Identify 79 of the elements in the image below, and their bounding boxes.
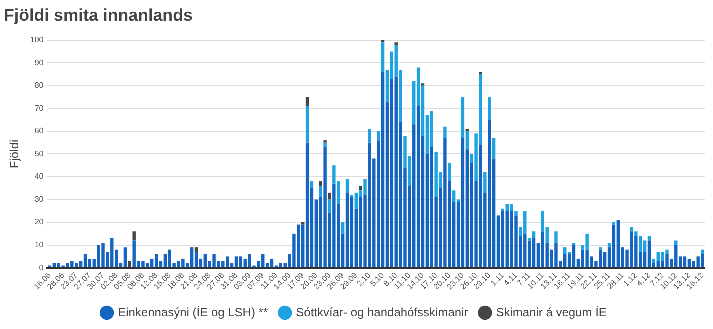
bar <box>376 131 380 141</box>
bar <box>306 142 310 268</box>
bar <box>204 254 208 268</box>
bar <box>306 97 310 106</box>
chart-title: Fjöldi smita innanlands <box>4 6 193 25</box>
bar <box>492 138 496 159</box>
bar <box>648 236 652 241</box>
y-axis-title: Fjöldi <box>8 140 22 169</box>
bar <box>124 248 128 268</box>
bar <box>270 258 274 268</box>
bar <box>164 254 168 268</box>
bar <box>52 264 56 268</box>
bar <box>688 258 692 268</box>
bar <box>328 192 332 200</box>
bar <box>586 234 589 250</box>
bar <box>319 186 322 198</box>
bar <box>683 256 687 268</box>
bar <box>554 232 558 244</box>
bar <box>572 245 576 268</box>
bar <box>648 240 652 268</box>
legend-label: Sóttkvíar- og handahófsskimanir <box>296 305 468 320</box>
bar <box>639 236 642 252</box>
bar <box>541 232 545 268</box>
bar <box>239 256 243 268</box>
bar <box>368 129 372 143</box>
bar <box>488 97 492 120</box>
bar <box>461 138 465 268</box>
bar <box>190 248 194 268</box>
bar <box>359 186 362 191</box>
y-tick-label: 40 <box>34 172 44 182</box>
bar <box>381 72 385 268</box>
bar <box>346 179 350 193</box>
bar <box>310 182 314 188</box>
bar <box>341 222 345 234</box>
bar <box>532 238 536 268</box>
bar <box>484 172 487 193</box>
bar <box>452 190 456 202</box>
bar <box>479 72 482 75</box>
legend-label: Einkennasýni (ÍE og LSH) ** <box>118 305 268 320</box>
bar <box>616 220 620 268</box>
y-tick-label: 30 <box>34 194 44 204</box>
bar <box>634 232 638 236</box>
bar <box>132 232 136 241</box>
bar <box>501 211 505 268</box>
bar <box>532 232 536 238</box>
bar <box>324 142 327 148</box>
bar <box>306 106 310 143</box>
legend-label: Skimanir á vegum ÍE <box>496 305 607 320</box>
x-tick-label: 1.11 <box>488 270 506 288</box>
bar <box>84 254 88 268</box>
y-tick-label: 20 <box>34 218 44 227</box>
y-tick-label: 100 <box>30 36 44 45</box>
y-tick-label: 70 <box>34 104 44 113</box>
bar <box>154 254 158 268</box>
bar <box>346 192 350 268</box>
bar <box>350 197 354 268</box>
bar <box>128 261 132 268</box>
bar <box>510 204 514 212</box>
bar <box>328 200 332 214</box>
bar <box>88 258 92 268</box>
y-tick-label: 80 <box>34 81 44 90</box>
bar <box>448 163 452 182</box>
bar <box>444 126 447 138</box>
bar <box>319 182 322 186</box>
bar <box>608 243 612 248</box>
bar <box>564 248 567 254</box>
bar <box>234 256 238 268</box>
bar <box>701 250 704 254</box>
y-tick-label: 0 <box>39 263 44 272</box>
bar <box>416 106 420 268</box>
bar <box>674 240 678 246</box>
bar <box>514 211 518 216</box>
bar <box>194 248 198 252</box>
y-tick-label: 60 <box>34 126 44 136</box>
y-tick-label: 90 <box>34 58 44 68</box>
y-tick-label: 10 <box>34 240 44 250</box>
bar <box>630 227 634 232</box>
bar <box>390 79 394 268</box>
y-tick-label: 50 <box>34 149 44 158</box>
